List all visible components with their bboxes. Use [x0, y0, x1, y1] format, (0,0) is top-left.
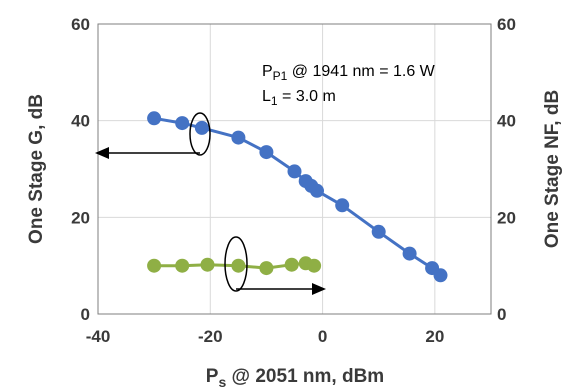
y-tick-label-right-3: 60	[497, 15, 516, 34]
annotation-1: L1 = 3.0 m	[262, 88, 336, 108]
series-0-point-3	[231, 131, 245, 145]
series-group	[147, 111, 447, 282]
series-1-point-0	[147, 259, 161, 273]
series-0-point-2	[195, 121, 209, 135]
series-1-point-5	[285, 258, 299, 272]
y-axis-title-right: One Stage NF, dB	[542, 90, 563, 248]
x-axis-title: Ps @ 2051 nm, dBm	[206, 366, 384, 387]
series-0-point-1	[175, 116, 189, 130]
y-tick-labels-left: 0 20 40 60	[71, 15, 90, 324]
x-tick-label-1: -20	[198, 327, 223, 346]
y-tick-label-left-3: 60	[71, 15, 90, 34]
series-1-point-3	[231, 259, 245, 273]
x-tick-labels: -40 -20 0 20	[86, 327, 445, 346]
series-1-point-4	[259, 261, 273, 275]
series-0-point-4	[259, 145, 273, 159]
series-0-point-5	[288, 164, 302, 178]
series-0-point-11	[403, 247, 417, 261]
y-tick-label-left-2: 40	[71, 112, 90, 131]
series-0-point-8	[310, 184, 324, 198]
series-0-point-0	[147, 111, 161, 125]
series-1-point-7	[307, 259, 321, 273]
series-0-line	[154, 118, 440, 275]
annotations: PP1 @ 1941 nm = 1.6 W L1 = 3.0 m	[262, 63, 436, 108]
indicator-arrowhead-left	[95, 147, 109, 159]
y-tick-label-right-1: 20	[497, 208, 516, 227]
series-1-point-1	[175, 259, 189, 273]
y-tick-labels-right: 0 20 40 60	[497, 15, 516, 324]
series-1-point-2	[201, 258, 215, 272]
x-tick-label-2: 0	[318, 327, 327, 346]
indicator-arrowhead-right	[312, 283, 326, 295]
series-0-point-9	[335, 198, 349, 212]
x-tick-label-3: 20	[425, 327, 444, 346]
x-tick-label-0: -40	[86, 327, 111, 346]
y-tick-label-left-1: 20	[71, 208, 90, 227]
y-axis-title-left: One Stage G, dB	[26, 94, 47, 244]
y-tick-label-left-0: 0	[81, 305, 90, 324]
y-tick-label-right-2: 40	[497, 112, 516, 131]
y-tick-label-right-0: 0	[497, 305, 506, 324]
annotation-0: PP1 @ 1941 nm = 1.6 W	[262, 63, 436, 83]
series-0-point-10	[372, 225, 386, 239]
series-0-point-13	[434, 268, 448, 282]
